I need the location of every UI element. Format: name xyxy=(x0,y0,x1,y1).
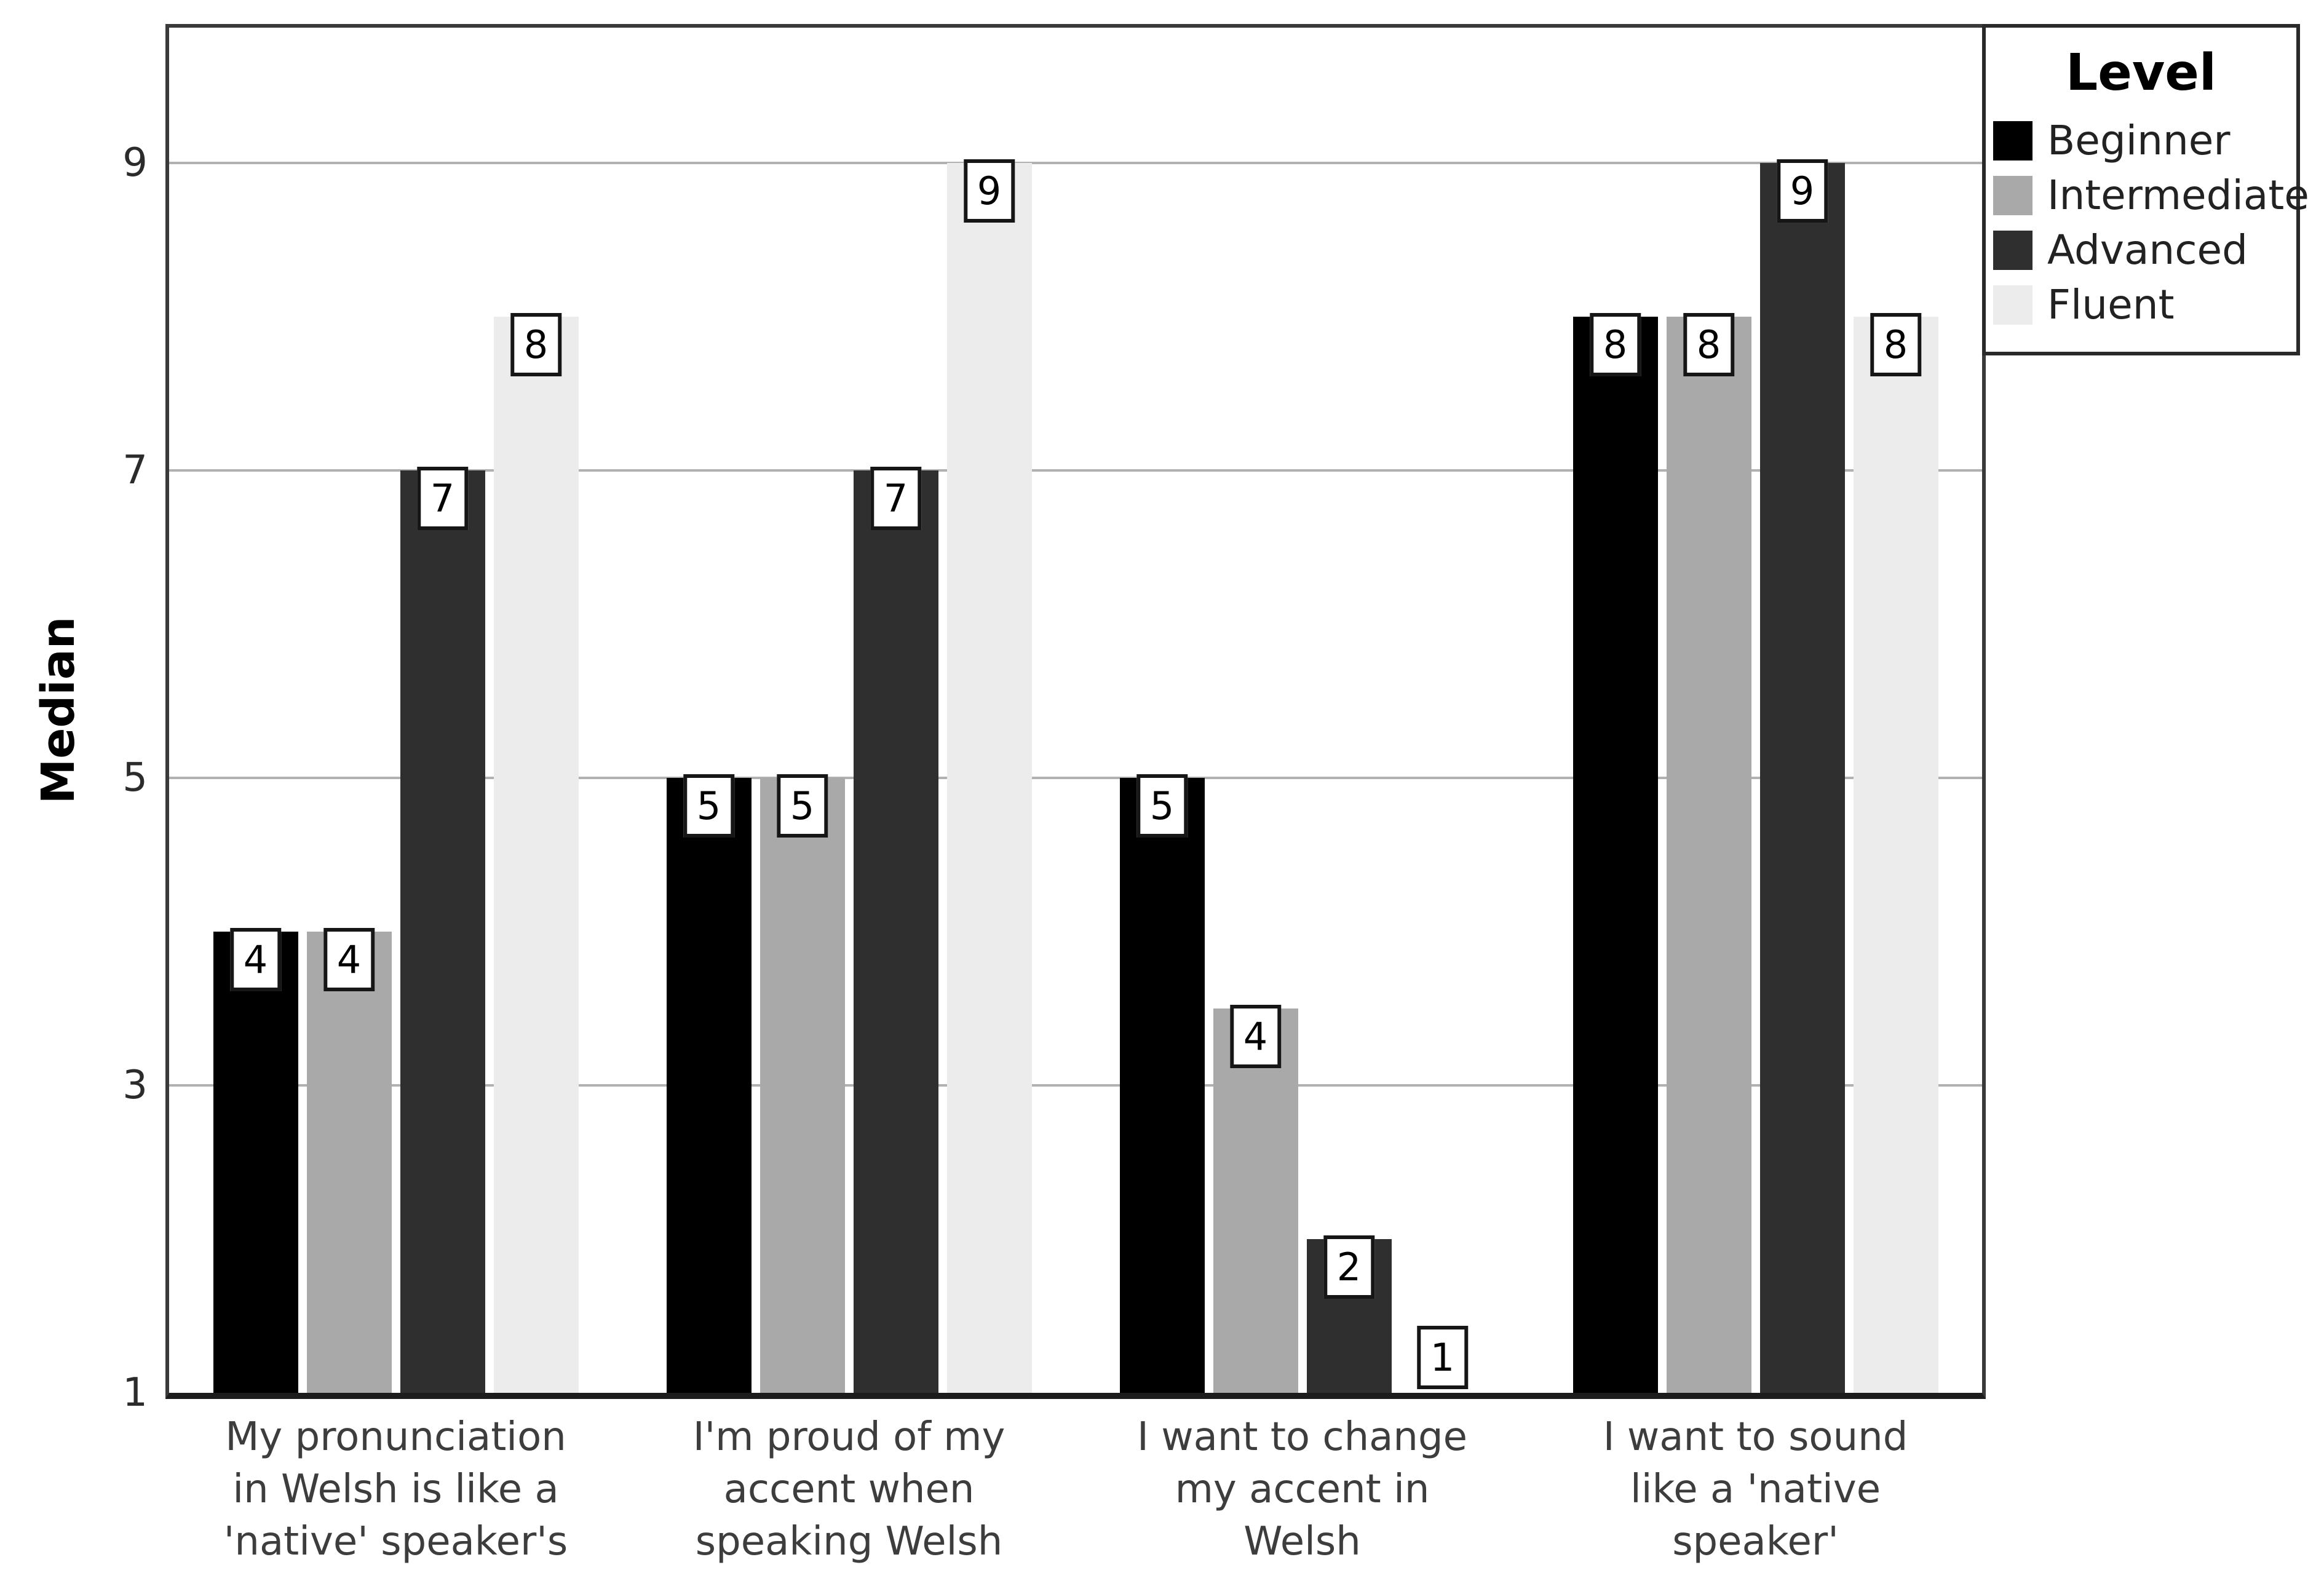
bar-value-label: 8 xyxy=(1683,313,1735,377)
legend-swatch-advanced xyxy=(1993,230,2033,270)
bar-fluent xyxy=(946,163,1032,1393)
legend-item-fluent: Fluent xyxy=(1993,281,2291,328)
bar-value-label: 4 xyxy=(323,928,375,992)
bar-value-label: 5 xyxy=(1136,774,1188,838)
legend-title: Level xyxy=(2065,44,2217,102)
y-tick-label: 9 xyxy=(122,140,148,186)
bar-value-label: 4 xyxy=(229,928,282,992)
bar-beginner xyxy=(213,932,298,1393)
category-label: I want to change my accent in Welsh xyxy=(1137,1414,1467,1565)
bar-advanced xyxy=(400,470,485,1393)
category-label: I'm proud of my accent when speaking Wel… xyxy=(692,1414,1005,1565)
bar-fluent xyxy=(1853,317,1938,1393)
bar-beginner xyxy=(666,778,752,1393)
legend-item-label: Intermediate xyxy=(2047,172,2309,219)
y-tick-label: 5 xyxy=(122,755,148,801)
legend-swatch-beginner xyxy=(1993,121,2033,160)
bar-advanced xyxy=(853,470,938,1393)
bar-value-label: 2 xyxy=(1323,1235,1375,1299)
gridline-y-7 xyxy=(169,469,1982,472)
bar-intermediate xyxy=(1666,317,1751,1393)
bar-intermediate xyxy=(1213,1008,1298,1393)
legend-swatch-fluent xyxy=(1993,285,2033,325)
bar-value-label: 8 xyxy=(1870,313,1922,377)
bar-value-label: 5 xyxy=(683,774,735,838)
legend-swatch-intermediate xyxy=(1993,175,2033,215)
bar-intermediate xyxy=(306,932,392,1393)
bar-value-label: 1 xyxy=(1416,1325,1469,1389)
bar-beginner xyxy=(1119,778,1205,1393)
category-label: I want to sound like a 'native speaker' xyxy=(1603,1414,1908,1565)
legend-item-beginner: Beginner xyxy=(1993,117,2291,164)
bar-advanced xyxy=(1759,163,1845,1393)
legend-item-label: Fluent xyxy=(2047,281,2175,328)
legend-item-label: Beginner xyxy=(2047,117,2231,164)
gridline-y-5 xyxy=(169,777,1982,779)
bar-value-label: 4 xyxy=(1229,1005,1282,1069)
bar-value-label: 8 xyxy=(510,313,562,377)
legend: Level Beginner Intermediate Advanced Fluent xyxy=(1982,24,2309,355)
legend-item-intermediate: Intermediate xyxy=(1993,172,2309,219)
bar-value-label: 7 xyxy=(870,467,922,531)
y-tick-label: 1 xyxy=(122,1370,148,1416)
legend-rows: Beginner Intermediate Advanced Fluent xyxy=(1986,117,2309,328)
bar-value-label: 7 xyxy=(416,467,469,531)
gridline-y-9 xyxy=(169,162,1982,164)
bar-value-label: 5 xyxy=(776,774,828,838)
bar-beginner xyxy=(1572,317,1658,1393)
category-label: My pronunciation in Welsh is like a 'nat… xyxy=(223,1414,568,1565)
bar-intermediate xyxy=(759,778,845,1393)
y-tick-label: 3 xyxy=(122,1063,148,1108)
bar-value-label: 8 xyxy=(1589,313,1641,377)
legend-item-label: Advanced xyxy=(2047,226,2248,274)
bar-fluent xyxy=(493,317,579,1393)
gridline-y-3 xyxy=(169,1084,1982,1087)
bar-value-label: 9 xyxy=(963,159,1015,223)
bar-value-label: 9 xyxy=(1776,159,1828,223)
y-tick-label: 7 xyxy=(122,448,148,493)
legend-item-advanced: Advanced xyxy=(1993,226,2291,274)
